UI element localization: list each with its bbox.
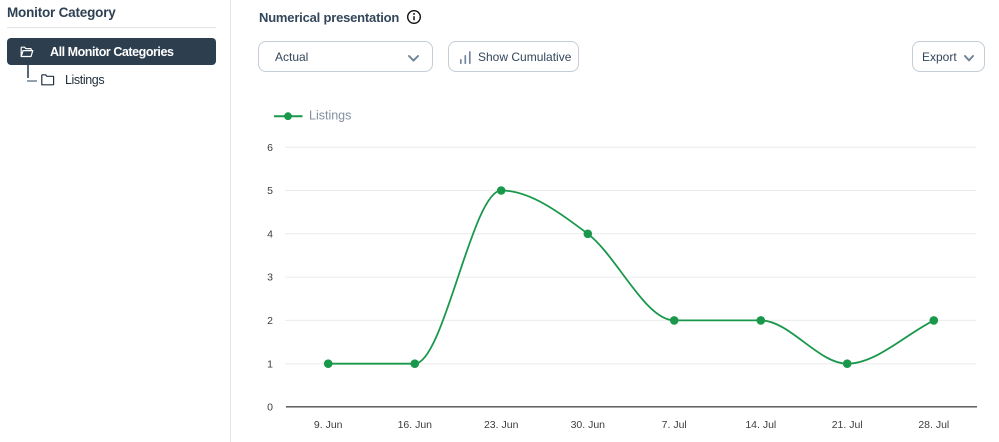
svg-text:4: 4: [267, 228, 273, 240]
svg-text:0: 0: [267, 402, 273, 414]
svg-text:6: 6: [267, 142, 273, 154]
svg-text:1: 1: [267, 358, 273, 370]
svg-text:3: 3: [267, 272, 273, 284]
svg-text:9. Jun: 9. Jun: [314, 419, 343, 431]
svg-text:23. Jun: 23. Jun: [484, 419, 519, 431]
svg-text:7. Jul: 7. Jul: [662, 419, 687, 431]
svg-text:2: 2: [267, 315, 273, 327]
svg-text:5: 5: [267, 185, 273, 197]
svg-text:16. Jun: 16. Jun: [398, 419, 433, 431]
svg-text:14. Jul: 14. Jul: [745, 419, 776, 431]
svg-text:21. Jul: 21. Jul: [832, 419, 863, 431]
svg-text:30. Jun: 30. Jun: [571, 419, 606, 431]
svg-text:28. Jul: 28. Jul: [918, 419, 949, 431]
svg-text:Listings: Listings: [309, 109, 351, 123]
